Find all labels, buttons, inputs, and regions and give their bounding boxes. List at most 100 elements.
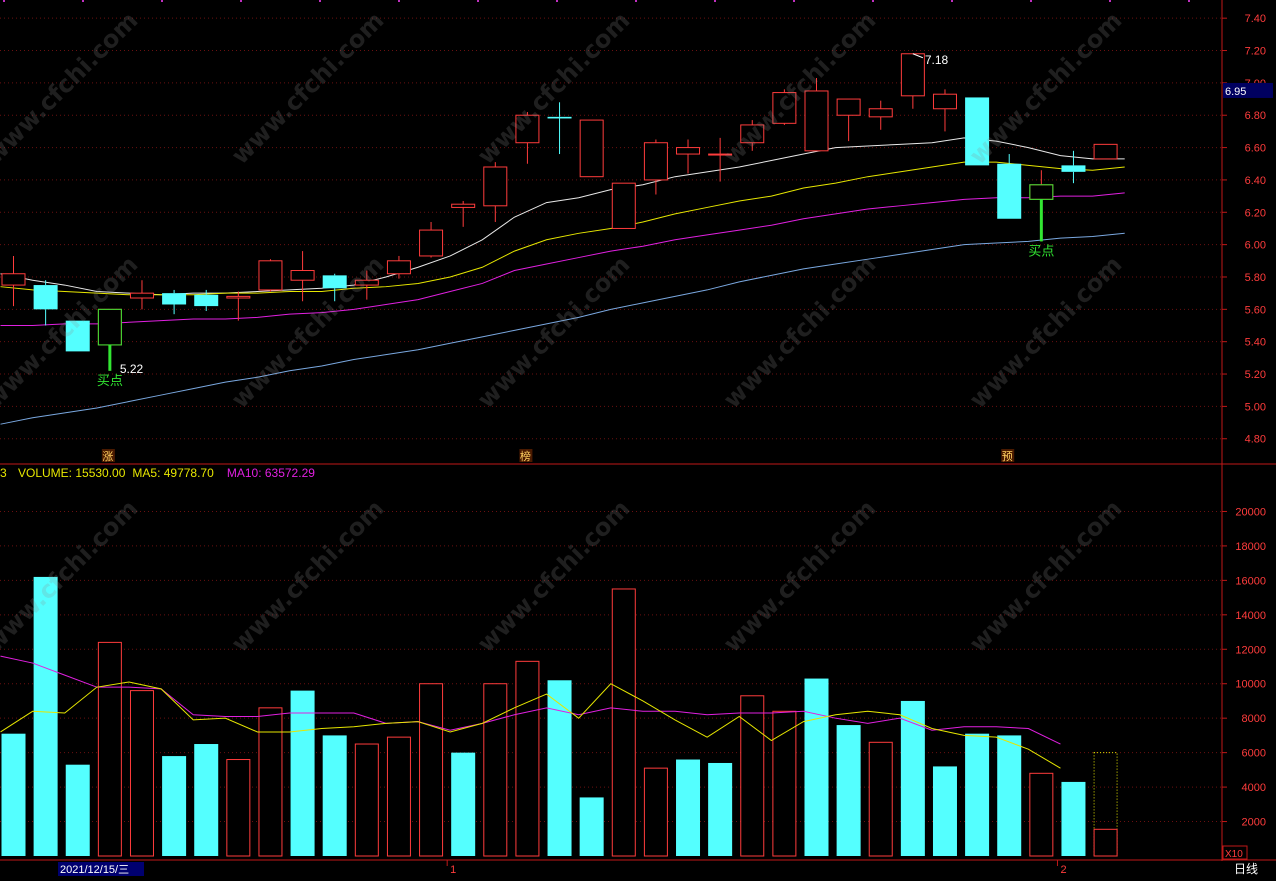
top-tick-mark <box>635 0 637 2</box>
volume-bar[interactable] <box>65 764 90 856</box>
candle-body <box>932 93 957 110</box>
volume-bar[interactable] <box>611 588 636 857</box>
volume-bar[interactable] <box>932 766 957 856</box>
volume-bar[interactable] <box>772 710 797 857</box>
candle[interactable] <box>708 137 733 182</box>
volume-bar[interactable] <box>354 743 379 857</box>
candle[interactable] <box>547 102 572 155</box>
volume-bar[interactable] <box>290 690 315 856</box>
volume-tick-label: 20000 <box>1235 506 1266 518</box>
current-price-label: 6.95 <box>1225 86 1246 98</box>
volume-bar[interactable] <box>97 641 122 857</box>
candle-body <box>65 320 90 352</box>
volume-bar[interactable] <box>194 744 219 856</box>
candle[interactable] <box>162 289 187 315</box>
volume-bar[interactable] <box>129 690 154 857</box>
candle[interactable] <box>579 119 604 178</box>
candle[interactable] <box>483 162 508 222</box>
candle[interactable] <box>386 255 411 279</box>
candle[interactable] <box>515 111 540 164</box>
volume-bar[interactable] <box>740 695 765 857</box>
volume-legend-item: MA5: 49778.70 <box>132 466 214 480</box>
volume-bar[interactable] <box>419 683 444 857</box>
moving-average-lines <box>0 137 1125 425</box>
candle[interactable] <box>451 200 476 227</box>
volume-bar[interactable] <box>33 576 58 856</box>
candle[interactable] <box>129 280 154 310</box>
candle[interactable] <box>965 97 990 166</box>
date-label-box <box>58 862 144 876</box>
volume-legend-item: MA10: 63572.29 <box>227 466 315 480</box>
volume-bar[interactable] <box>483 683 508 857</box>
candle[interactable] <box>1061 150 1086 184</box>
volume-bar[interactable] <box>1029 772 1054 857</box>
volume-bar[interactable] <box>804 678 829 856</box>
volume-bar[interactable] <box>451 752 476 856</box>
volume-bar[interactable] <box>258 707 283 857</box>
volume-bar[interactable] <box>1093 828 1118 857</box>
candle-body <box>290 270 315 281</box>
candle[interactable] <box>772 89 797 125</box>
candle[interactable] <box>611 182 636 229</box>
volume-bar[interactable] <box>900 700 925 856</box>
volume-bar[interactable] <box>1061 781 1086 856</box>
volume-bar[interactable] <box>708 762 733 856</box>
candle[interactable] <box>194 289 219 311</box>
volume-bar[interactable] <box>1 733 26 856</box>
candle[interactable] <box>932 89 957 132</box>
volume-tick-label: 12000 <box>1235 644 1266 656</box>
volume-bar[interactable] <box>997 735 1022 856</box>
candle[interactable] <box>804 78 829 152</box>
candle[interactable] <box>33 280 58 326</box>
candle[interactable] <box>997 154 1022 219</box>
volume-bar[interactable] <box>386 736 411 857</box>
price-panel[interactable]: 4.80 5.00 5.20 5.40 5.60 5.80 6.00 6.20 6.40 6.60… <box>0 13 1273 463</box>
date-label: 2021/12/15/三 <box>60 864 129 876</box>
candle-body <box>676 147 701 155</box>
volume-bar[interactable] <box>643 767 668 857</box>
candle[interactable] <box>643 139 668 195</box>
candle[interactable] <box>1 255 26 307</box>
candle[interactable] <box>258 259 283 292</box>
candle-body <box>515 114 540 144</box>
candle[interactable] <box>419 221 444 258</box>
candle[interactable] <box>900 53 925 109</box>
volume-bars[interactable] <box>1 576 1118 857</box>
volume-bar-projected <box>1093 752 1118 857</box>
candle[interactable] <box>1093 143 1118 160</box>
volume-bar[interactable] <box>226 759 251 857</box>
candle-body <box>194 294 219 307</box>
candle[interactable] <box>226 291 251 321</box>
price-tick-label: 7.40 <box>1245 13 1266 25</box>
candle[interactable] <box>290 251 315 302</box>
volume-bar[interactable] <box>579 797 604 856</box>
price-tick-label: 4.80 <box>1245 434 1266 446</box>
candle[interactable] <box>740 120 765 151</box>
volume-tick-label: 6000 <box>1242 748 1266 760</box>
candle[interactable] <box>65 320 90 352</box>
multiplier-label: X10 <box>1225 849 1243 860</box>
candlesticks[interactable] <box>1 53 1118 371</box>
top-tick-mark <box>240 0 242 2</box>
volume-bar[interactable] <box>515 660 540 857</box>
volume-bar[interactable] <box>868 741 893 857</box>
volume-panel[interactable]: 2000 4000 6000 8000 10000 12000 14000 16000 1800… <box>0 466 1266 860</box>
candle[interactable] <box>836 98 861 142</box>
volume-bar[interactable] <box>965 733 990 856</box>
candle[interactable] <box>354 270 379 300</box>
top-tick-mark <box>3 0 5 2</box>
candle-body <box>579 119 604 178</box>
candle-body <box>129 292 154 299</box>
price-tick-label: 7.20 <box>1245 46 1266 58</box>
volume-bar[interactable] <box>836 725 861 856</box>
volume-bar[interactable] <box>547 680 572 856</box>
volume-bar[interactable] <box>162 756 187 856</box>
volume-bar[interactable] <box>676 759 701 856</box>
volume-bar[interactable] <box>322 735 347 856</box>
candle-body <box>226 295 251 299</box>
volume-ma5-line <box>0 681 1061 769</box>
candle[interactable] <box>676 139 701 174</box>
candle[interactable] <box>868 100 893 130</box>
candle[interactable] <box>322 273 347 302</box>
